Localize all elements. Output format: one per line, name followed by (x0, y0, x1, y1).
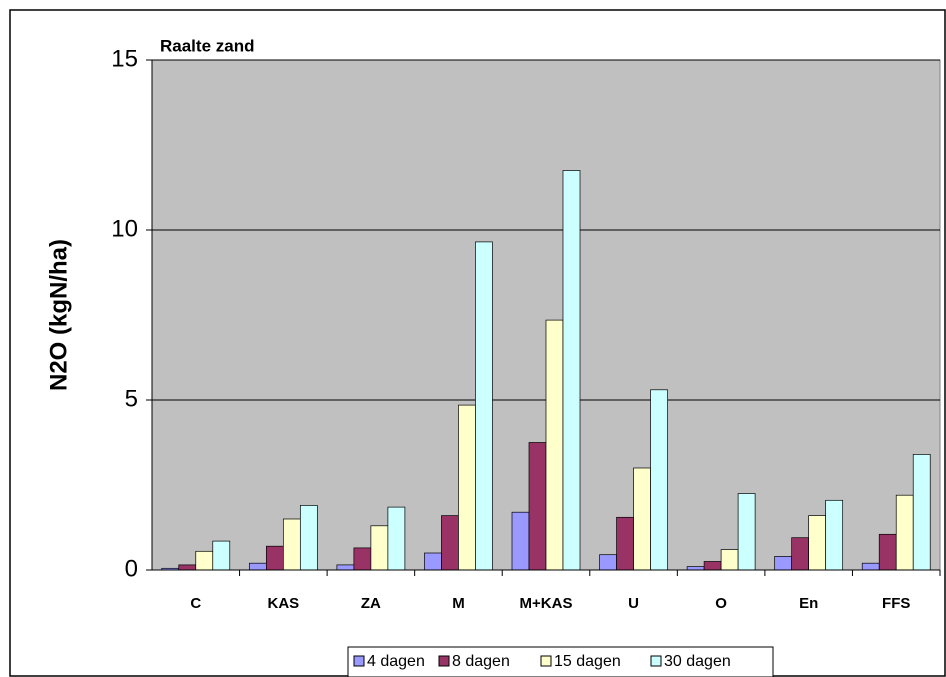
legend-swatch (650, 655, 662, 667)
bar (895, 494, 914, 571)
legend-label: 15 dagen (554, 653, 621, 670)
legend-label: 4 dagen (367, 653, 425, 670)
bar (528, 442, 547, 571)
bar (178, 564, 197, 571)
x-tick-label: FFS (882, 595, 910, 612)
bar (475, 241, 493, 571)
bar (562, 170, 581, 571)
bar (248, 562, 267, 571)
bar (774, 556, 793, 571)
bar (808, 515, 827, 571)
y-tick-label: 10 (111, 215, 138, 242)
bar (650, 389, 668, 571)
bar (616, 516, 634, 571)
legend-swatch (353, 655, 365, 667)
bar (720, 549, 739, 571)
y-tick-label: 0 (125, 555, 138, 582)
bar (861, 562, 880, 571)
x-tick-label: En (799, 595, 818, 612)
chart-title: Raalte zand (160, 36, 254, 55)
bar (195, 550, 214, 571)
bar (387, 506, 406, 571)
bar (458, 404, 476, 571)
bar (441, 515, 459, 571)
bar (825, 499, 844, 571)
bar (545, 319, 564, 571)
x-tick-label: M+KAS (520, 595, 573, 612)
legend-label: 8 dagen (452, 653, 510, 670)
bar (511, 511, 530, 571)
bar (703, 561, 722, 571)
bar (599, 554, 617, 571)
bar (299, 505, 318, 571)
bar (878, 533, 897, 571)
x-tick-label: ZA (361, 595, 381, 612)
legend-box (347, 646, 774, 677)
x-tick-label: C (190, 595, 201, 612)
y-axis-label: N2O (kgN/ha) (45, 239, 72, 391)
bar (686, 566, 705, 571)
bar (633, 467, 651, 571)
y-tick-label: 15 (111, 45, 138, 72)
bar (212, 540, 231, 571)
x-tick-label: KAS (267, 595, 299, 612)
bar (912, 454, 931, 571)
y-tick-label: 5 (125, 385, 138, 412)
x-tick-label: O (715, 595, 727, 612)
legend-label: 30 dagen (664, 653, 731, 670)
legend-swatch (438, 655, 450, 667)
bar (282, 518, 301, 571)
legend-swatch (540, 655, 552, 667)
bar (737, 493, 756, 571)
bar (791, 537, 810, 571)
bar (353, 547, 372, 571)
x-tick-label: M (452, 595, 465, 612)
bar (370, 525, 389, 571)
bar (424, 552, 442, 571)
x-tick-label: U (628, 595, 639, 612)
bar (336, 564, 355, 571)
bar (265, 545, 284, 571)
